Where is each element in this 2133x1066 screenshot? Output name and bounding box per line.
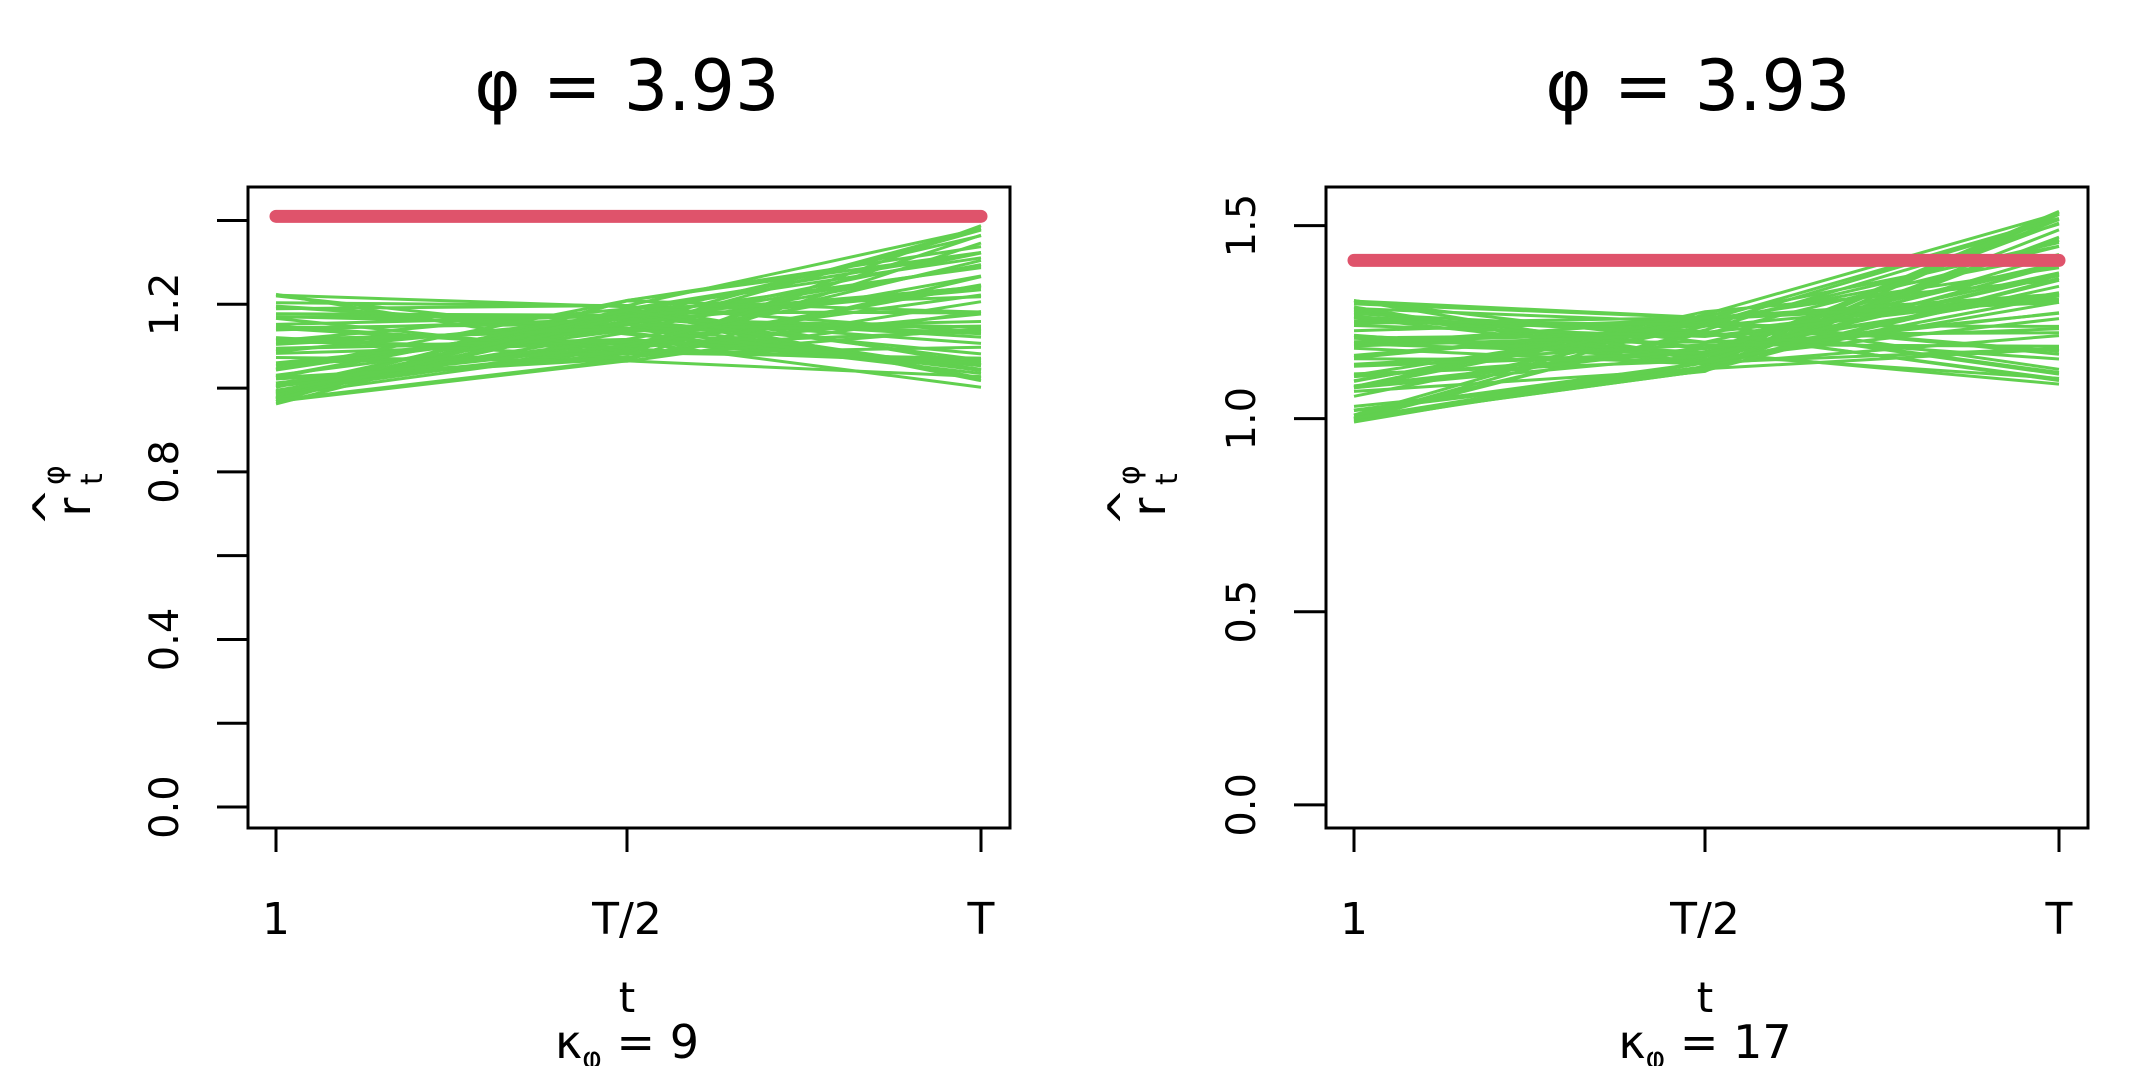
panel-2-y-label-hat: ^ (1098, 488, 1152, 527)
panel-1: φ = 3.93 0.00.40.81.2 1 T/2 T t r ^ φ t κφ… (23, 45, 1012, 1066)
y-tick-label: 0.0 (142, 775, 188, 839)
estimate-line (1353, 292, 2060, 325)
x-tick-label: T (2045, 894, 2073, 945)
panel-1-x-axis: 1 T/2 T (262, 828, 995, 945)
panel-2-y-label-sup: φ (1112, 465, 1147, 485)
panel-1-kappa-text: = 9 (602, 1015, 699, 1066)
panel-1-kappa-label: κφ = 9 (555, 1015, 699, 1066)
panel-1-x-label: t (619, 973, 635, 1022)
panel-1-kappa-sub: φ (582, 1041, 602, 1066)
estimate-line (275, 224, 982, 357)
y-tick-label: 0.0 (1219, 773, 1265, 837)
panel-1-y-label-base: r (47, 497, 101, 516)
y-tick-label: 1.5 (1219, 194, 1265, 258)
panel-2-kappa-sub: φ (1646, 1041, 1666, 1066)
estimate-line (1353, 238, 2060, 420)
panel-1-estimate-lines (275, 224, 982, 406)
panel-2-y-label-sub: t (1150, 473, 1185, 485)
svg-text:r: r (1122, 497, 1176, 516)
estimate-line (1353, 311, 2060, 390)
estimate-line (1353, 343, 2060, 366)
panel-2-y-axis: 0.0 0.5 1.0 1.5 (1219, 194, 1326, 837)
panel-2-x-axis: 1 T/2 T (1340, 828, 2073, 945)
x-tick-label: T (967, 894, 995, 945)
estimate-line (1353, 292, 2060, 344)
panel-1-y-label-sub: t (75, 473, 110, 485)
panel-2-x-label: t (1697, 973, 1713, 1022)
estimate-line (275, 256, 982, 379)
x-tick-label: T/2 (591, 894, 662, 945)
estimate-line (275, 310, 982, 363)
x-tick-label: 1 (1340, 894, 1368, 945)
y-tick-label: 0.5 (1219, 580, 1265, 644)
panel-1-plot-box (246, 185, 1012, 830)
x-tick-label: 1 (262, 894, 290, 945)
panel-2-title: φ = 3.93 (1545, 45, 1850, 127)
y-tick-label: 1.0 (1219, 387, 1265, 451)
panel-1-y-label: r ^ φ t (23, 465, 110, 526)
y-tick-label: 0.4 (142, 608, 188, 672)
estimate-line (275, 245, 982, 372)
estimate-line (275, 227, 982, 308)
panel-2-kappa-label: κφ = 17 (1618, 1015, 1791, 1066)
panel-2-plot-box (1324, 185, 2090, 830)
estimate-line (275, 326, 982, 372)
panel-2-kappa-text: = 17 (1665, 1015, 1791, 1066)
panel-2-y-label: r ^ φ t (1098, 465, 1185, 526)
estimate-line (1353, 212, 2060, 417)
svg-text:r: r (47, 497, 101, 516)
panel-1-y-label-hat: ^ (23, 488, 77, 527)
panel-2-y-label-base: r (1122, 497, 1176, 516)
panel-1-title: φ = 3.93 (474, 45, 779, 127)
panel-1-y-label-sup: φ (37, 465, 72, 485)
x-tick-label: T/2 (1669, 894, 1740, 945)
panel-1-y-axis: 0.0 0.4 0.8 1.2 (142, 219, 248, 839)
estimate-line (1353, 294, 2060, 339)
panel-1-kappa-base: κ (555, 1015, 582, 1066)
panel-2-kappa-base: κ (1618, 1015, 1645, 1066)
y-tick-label: 1.2 (142, 272, 188, 336)
panel-2: φ = 3.93 0.00.51.01.5 1 T/2 T t r ^ φ t κφ… (1098, 45, 2090, 1066)
estimate-line (1353, 332, 2060, 361)
estimate-line (275, 258, 982, 385)
estimate-line (1353, 347, 2060, 393)
panel-2-estimate-lines (1353, 210, 2060, 424)
estimate-line (275, 275, 982, 402)
y-tick-label: 0.8 (142, 440, 188, 504)
